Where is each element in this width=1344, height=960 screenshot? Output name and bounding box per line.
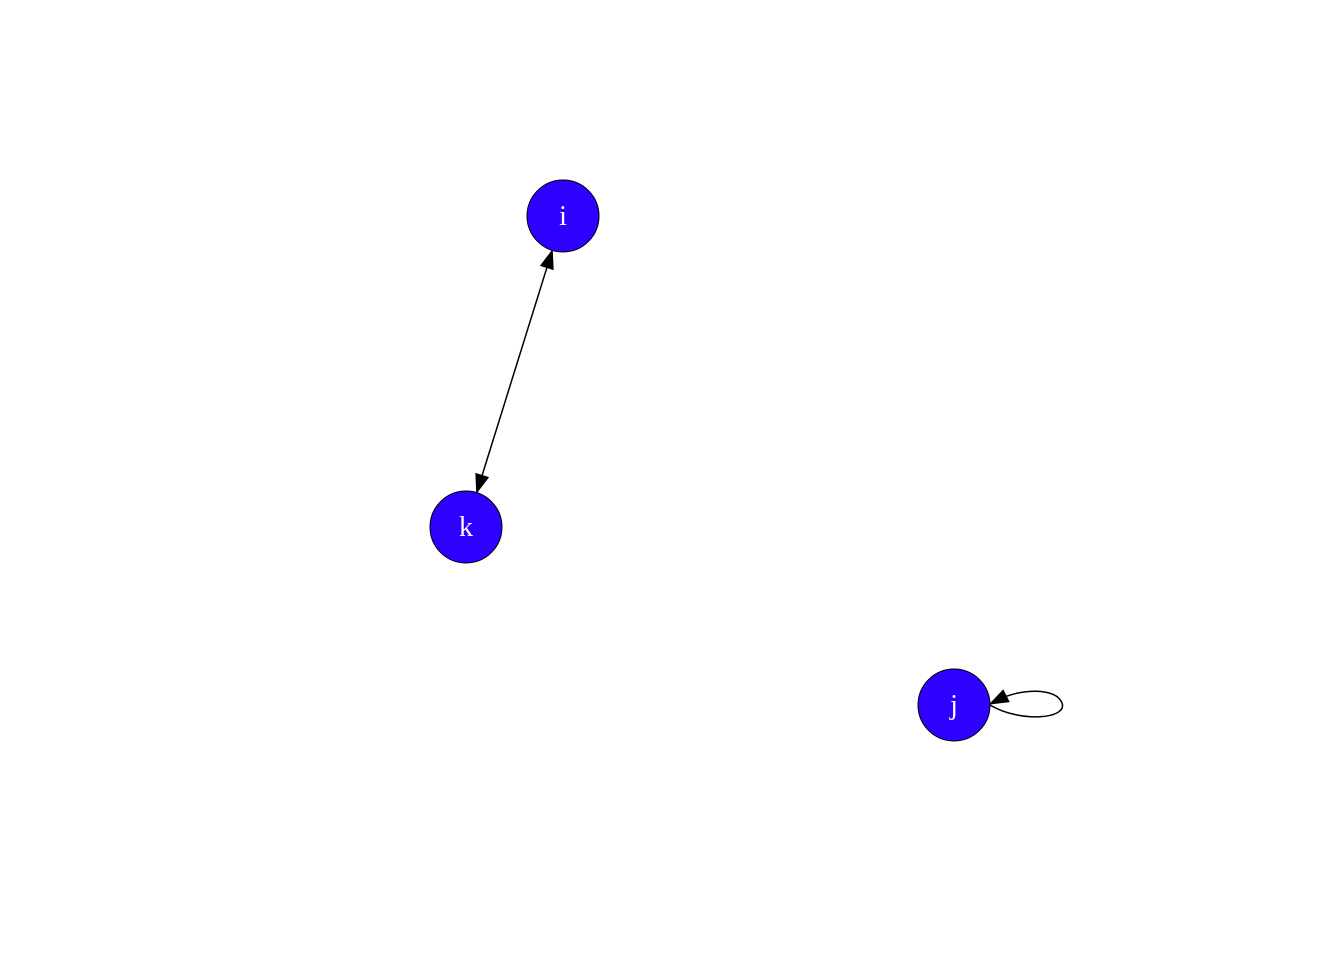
edges-layer bbox=[475, 248, 1064, 718]
nodes-layer: i k j bbox=[429, 179, 991, 742]
node-j: j bbox=[917, 668, 991, 742]
arrowhead-i-k bbox=[475, 472, 490, 495]
arrowhead-k-i bbox=[539, 248, 554, 271]
self-loop-j bbox=[989, 690, 1064, 718]
node-circle-k bbox=[429, 490, 503, 564]
node-k: k bbox=[429, 490, 503, 564]
edge-i-k bbox=[476, 250, 553, 493]
node-label-i: i bbox=[559, 201, 567, 232]
node-label-k: k bbox=[459, 512, 473, 543]
node-circle-j bbox=[917, 668, 991, 742]
node-i: i bbox=[526, 179, 600, 253]
arrowhead-j-j bbox=[988, 689, 1010, 705]
node-circle-i bbox=[526, 179, 600, 253]
node-label-j: j bbox=[949, 690, 958, 721]
